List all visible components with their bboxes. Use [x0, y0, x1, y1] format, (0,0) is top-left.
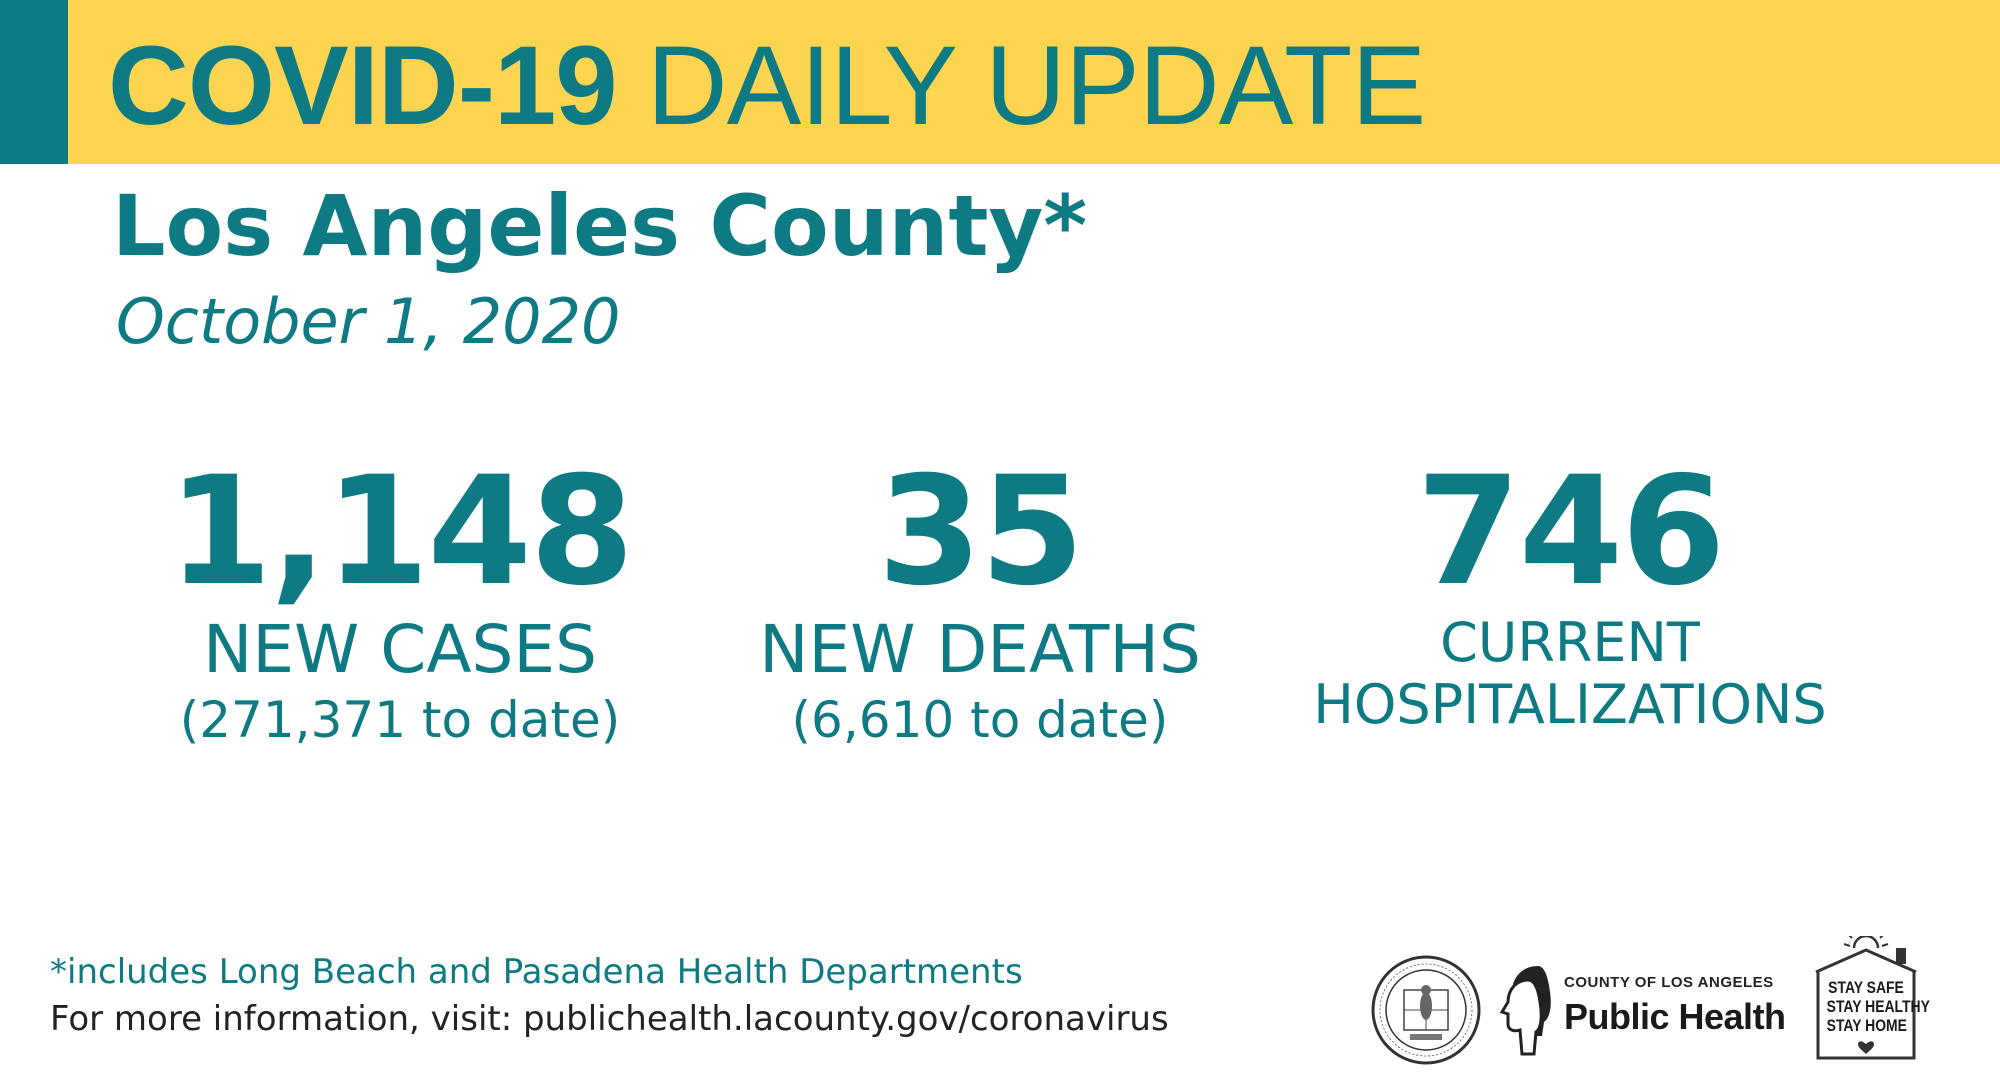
cases-to-date: (271,371 to date) [179, 691, 621, 749]
stay-safe-line1: STAY SAFE [1828, 978, 1904, 997]
banner-title-light: DAILY UPDATE [646, 23, 1426, 148]
stat-new-cases: 1,148 NEW CASES (271,371 to date) [140, 452, 660, 752]
public-health-logo: COUNTY OF LOS ANGELES Public Health [1498, 962, 1794, 1058]
stay-safe-line2: STAY HEALTHY [1826, 997, 1930, 1016]
stat-new-deaths: 35 NEW DEATHS (6,610 to date) [720, 452, 1240, 752]
profile-silhouettes-icon [1499, 966, 1551, 1056]
deaths-to-date: (6,610 to date) [791, 691, 1169, 749]
region-title: Los Angeles County* [112, 177, 1088, 275]
stat-hospitalizations: 746 CURRENT HOSPITALIZATIONS [1290, 452, 1850, 736]
footnote: *includes Long Beach and Pasadena Health… [50, 952, 1023, 992]
house-sun-icon [1815, 936, 1917, 1060]
hospitalizations-label-line2: HOSPITALIZATIONS [1313, 673, 1827, 736]
public-health-county-text: COUNTY OF LOS ANGELES [1564, 974, 1774, 991]
new-cases-label: NEW CASES [202, 611, 598, 688]
hospitalizations-value: 746 [1416, 445, 1725, 619]
header-banner [0, 0, 2000, 164]
stay-safe-line3: STAY HOME [1826, 1016, 1907, 1035]
new-deaths-value: 35 [877, 445, 1085, 619]
banner-title: COVID-19 DAILY UPDATE [108, 23, 1426, 148]
more-info-text: For more information, visit: publichealt… [50, 999, 1169, 1039]
stay-safe-text: STAY SAFE STAY HEALTHY STAY HOME [1818, 978, 1930, 1035]
county-seal-icon [1371, 955, 1481, 1065]
new-cases-value: 1,148 [167, 445, 634, 619]
stay-safe-logo: STAY SAFE STAY HEALTHY STAY HOME [1812, 936, 1930, 1062]
public-health-text: Public Health [1564, 996, 1786, 1037]
banner-accent-bar [0, 0, 68, 164]
new-deaths-label: NEW DEATHS [759, 611, 1201, 688]
banner-title-bold: COVID-19 [108, 23, 618, 148]
update-date: October 1, 2020 [116, 285, 621, 358]
hospitalizations-label-line1: CURRENT [1440, 611, 1700, 674]
